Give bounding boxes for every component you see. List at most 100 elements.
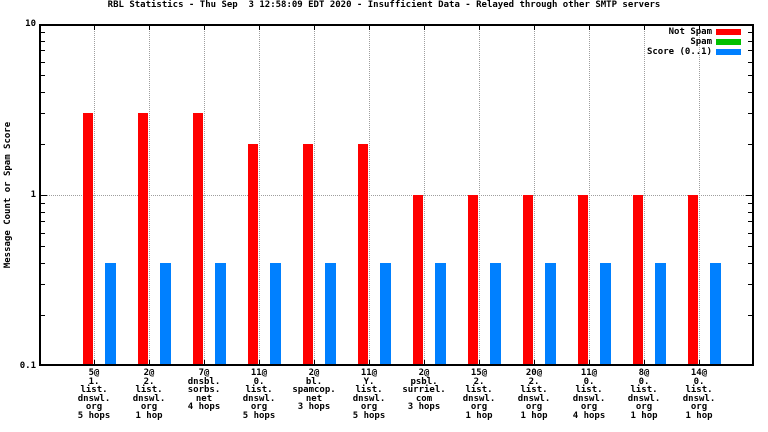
y-minor-tick-right [748,211,752,213]
legend-label-not-spam: Not Spam [668,27,712,37]
x-tick-top [479,26,480,30]
y-minor-tick-left [41,232,45,234]
bar-score-0-1- [435,263,446,364]
bar-score-0-1- [325,263,336,364]
y-minor-tick-left [41,113,45,115]
y-minor-tick-right [748,202,752,204]
x-tick-bottom [479,360,480,364]
x-tick-label: 11@ 0. list. dnswl. org 5 hops [242,368,276,421]
x-tick-label: 5@ 1. list. dnswl. org 5 hops [77,368,111,421]
y-minor-tick-right [748,232,752,234]
y-tick-label-10: 10 [25,19,36,29]
y-minor-tick-left [41,75,45,77]
bar-not-spam [633,195,643,364]
x-tick-top [424,26,425,30]
x-tick-label: 2@ 2. list. dnswl. org 1 hop [132,368,166,421]
y-minor-tick-left [41,202,45,204]
x-tick-top [369,26,370,30]
y-tick-label-1: 1 [30,190,36,200]
x-tick-bottom [204,360,205,364]
y-minor-tick-right [748,61,752,63]
bar-not-spam [83,113,93,364]
chart-title: RBL Statistics - Thu Sep 3 12:58:09 EDT … [107,0,661,10]
x-tick-bottom [589,360,590,364]
bar-score-0-1- [655,263,666,364]
x-tick-top [259,26,260,30]
x-tick-label: 14@ 0. list. dnswl. org 1 hop [682,368,716,421]
y-minor-tick-right [748,75,752,77]
x-tick-label: 2@ psbl. surriel. com 3 hops [402,368,446,413]
y-minor-tick-left [41,211,45,213]
bar-not-spam [193,113,203,364]
legend-swatch-score [716,49,741,55]
legend-swatch-not-spam [716,29,741,35]
bar-score-0-1- [160,263,171,364]
legend-label-spam: Spam [690,37,712,47]
bar-score-0-1- [710,263,721,364]
bar-score-0-1- [380,263,391,364]
y-minor-tick-left [41,92,45,94]
x-tick-bottom [534,360,535,364]
y-minor-tick-right [748,40,752,42]
y-minor-tick-left [41,246,45,248]
y-minor-tick-right [748,263,752,265]
x-tick-label: 7@ dnsbl. sorbs. net 4 hops [187,368,221,413]
bar-not-spam [413,195,423,364]
x-tick-bottom [94,360,95,364]
x-tick-bottom [424,360,425,364]
y-minor-tick-left [41,61,45,63]
x-tick-bottom [699,360,700,364]
bar-not-spam [248,143,258,364]
x-tick-top [314,26,315,30]
bar-not-spam [468,195,478,364]
x-tick-bottom [369,360,370,364]
y-minor-tick-left [41,40,45,42]
bar-not-spam [358,143,368,364]
x-tick-top [699,26,700,30]
x-tick-label: 20@ 2. list. dnswl. org 1 hop [517,368,551,421]
bar-score-0-1- [270,263,281,364]
bar-not-spam [688,195,698,364]
y-minor-tick-left [41,50,45,52]
y-minor-tick-right [748,113,752,115]
y-minor-tick-left [41,31,45,33]
x-tick-top [204,26,205,30]
bar-score-0-1- [215,263,226,364]
y-minor-tick-right [748,314,752,316]
x-tick-bottom [259,360,260,364]
y-minor-tick-right [748,31,752,33]
bar-score-0-1- [490,263,501,364]
y-major-tick-right [746,195,752,196]
x-tick-label: 15@ 2. list. dnswl. org 1 hop [462,368,496,421]
x-tick-bottom [644,360,645,364]
y-minor-tick-left [41,221,45,223]
y-minor-tick-right [748,284,752,286]
x-tick-top [644,26,645,30]
bar-not-spam [578,195,588,364]
y-tick-label-0.1: 0.1 [19,361,36,371]
x-tick-bottom [314,360,315,364]
bar-score-0-1- [105,263,116,364]
x-tick-label: 11@ Y. list. dnswl. org 5 hops [352,368,386,421]
y-minor-tick-right [748,143,752,145]
x-tick-top [589,26,590,30]
x-tick-label: 2@ bl. spamcop. net 3 hops [292,368,336,413]
y-minor-tick-right [748,50,752,52]
y-minor-tick-right [748,221,752,223]
bar-score-0-1- [545,263,556,364]
x-tick-top [149,26,150,30]
horizontal-gridline [41,195,752,196]
x-tick-label: 8@ 0. list. dnswl. org 1 hop [627,368,661,421]
y-minor-tick-right [748,246,752,248]
y-minor-tick-left [41,263,45,265]
bar-not-spam [303,143,313,364]
bar-score-0-1- [600,263,611,364]
plot-border [39,24,754,366]
y-major-tick-left [41,195,47,196]
y-minor-tick-right [748,92,752,94]
x-tick-label: 11@ 0. list. dnswl. org 4 hops [572,368,606,421]
x-tick-top [94,26,95,30]
bar-not-spam [138,113,148,364]
